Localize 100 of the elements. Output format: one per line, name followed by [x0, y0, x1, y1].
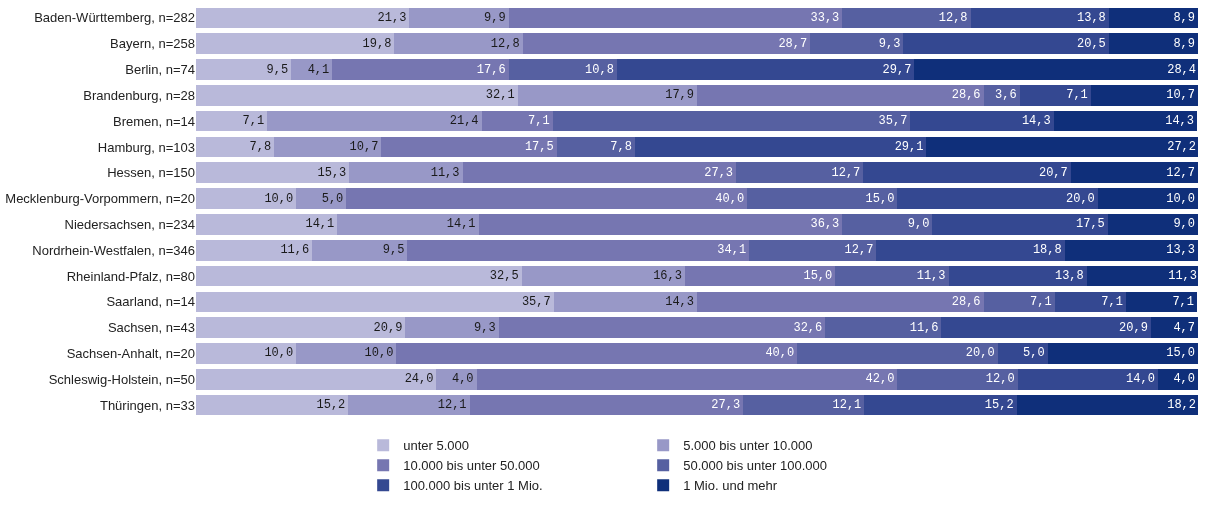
- data-label: 19,8: [362, 36, 392, 51]
- legend-label: 10.000 bis unter 50.000: [403, 458, 540, 474]
- bar: [296, 188, 347, 209]
- data-label: 7,1: [1172, 294, 1194, 309]
- data-label: 7,1: [1066, 88, 1088, 103]
- data-label: 20,7: [1038, 165, 1068, 180]
- data-label: 12,8: [490, 36, 520, 51]
- bar: [1017, 368, 1158, 390]
- y-tick-label: Schleswig-Holstein, n=50: [48, 371, 195, 387]
- bar: [1097, 188, 1198, 209]
- data-label: 20,9: [373, 320, 403, 335]
- data-label: 28,7: [778, 36, 808, 51]
- data-label: 32,1: [485, 88, 515, 103]
- data-label: 20,0: [1065, 191, 1095, 206]
- y-tick-label: Thüringen, n=33: [99, 397, 195, 413]
- bar: [863, 162, 1071, 184]
- bar: [1108, 33, 1198, 55]
- y-tick-label: Baden-Württemberg, n=282: [34, 10, 195, 26]
- bar: [1019, 85, 1091, 106]
- data-label: 10,7: [349, 139, 379, 154]
- bar: [749, 239, 877, 261]
- bar: [508, 7, 843, 29]
- bar: [864, 394, 1017, 416]
- data-label: 8,9: [1173, 36, 1195, 51]
- bar: [970, 7, 1109, 29]
- bar: [196, 33, 395, 55]
- data-label: 28,4: [1167, 62, 1196, 77]
- bar: [1108, 7, 1198, 29]
- bar: [196, 317, 406, 338]
- bar: [407, 239, 750, 261]
- data-label: 20,5: [1077, 36, 1106, 51]
- data-label: 4,1: [307, 62, 330, 77]
- bar: [1070, 162, 1198, 184]
- bar: [196, 59, 292, 80]
- data-label: 3,6: [995, 88, 1017, 103]
- bar: [842, 214, 933, 235]
- data-label: 35,7: [521, 294, 551, 309]
- data-label: 18,2: [1167, 398, 1196, 413]
- bar: [910, 110, 1054, 132]
- bar: [462, 162, 737, 184]
- bar: [697, 85, 984, 106]
- data-label: 7,8: [610, 139, 632, 154]
- bar: [810, 33, 904, 55]
- data-label: 24,0: [404, 372, 434, 387]
- data-label: 9,9: [484, 10, 506, 25]
- data-label: 11,3: [430, 165, 460, 180]
- data-label: 28,6: [951, 294, 981, 309]
- data-label: 14,0: [1126, 372, 1155, 387]
- data-label: 34,1: [717, 243, 747, 258]
- legend-label: 1 Mio. und mehr: [683, 478, 778, 494]
- bar: [469, 394, 744, 416]
- data-label: 12,1: [437, 398, 467, 413]
- bar: [517, 85, 697, 106]
- data-label: 9,5: [266, 62, 289, 77]
- data-label: 15,0: [1166, 346, 1195, 361]
- bar: [337, 214, 479, 235]
- bar: [1053, 110, 1197, 132]
- data-label: 14,1: [305, 217, 335, 232]
- data-label: 32,5: [489, 269, 519, 284]
- bar: [508, 59, 617, 80]
- data-label: 7,8: [249, 139, 272, 154]
- data-label: 28,6: [951, 88, 981, 103]
- bar: [1064, 239, 1198, 261]
- data-label: 4,0: [1173, 372, 1195, 387]
- bar: [409, 7, 509, 29]
- data-label: 5,0: [1023, 346, 1045, 361]
- data-label: 16,3: [653, 269, 682, 284]
- bar: [747, 188, 898, 209]
- data-label: 40,0: [715, 191, 745, 206]
- data-label: 27,3: [711, 398, 741, 413]
- bar: [903, 33, 1109, 55]
- bar: [1157, 368, 1198, 390]
- bar: [476, 368, 898, 390]
- bar: [381, 136, 557, 158]
- bar: [481, 110, 553, 132]
- bar: [196, 343, 297, 364]
- data-label: 7,1: [242, 114, 265, 129]
- bar: [436, 368, 477, 390]
- data-label: 13,8: [1054, 269, 1084, 284]
- y-tick-label: Rheinland-Pfalz, n=80: [66, 268, 195, 284]
- bar: [556, 136, 635, 158]
- bar: [842, 7, 971, 29]
- data-label: 32,6: [793, 320, 823, 335]
- data-label: 10,8: [585, 62, 614, 77]
- y-tick-label: Bayern, n=258: [110, 36, 195, 52]
- data-label: 14,3: [1165, 114, 1194, 129]
- bar: [267, 110, 482, 132]
- bar: [196, 214, 338, 235]
- bar: [522, 33, 811, 55]
- bar: [498, 317, 826, 338]
- data-label: 15,2: [984, 398, 1014, 413]
- legend-label: 100.000 bis unter 1 Mio.: [403, 478, 543, 494]
- data-label: 4,7: [1173, 320, 1195, 335]
- data-label: 12,7: [831, 165, 861, 180]
- data-label: 17,6: [476, 62, 506, 77]
- bar: [312, 239, 408, 261]
- data-label: 12,8: [938, 10, 968, 25]
- data-label: 42,0: [865, 372, 895, 387]
- bar: [926, 136, 1198, 158]
- bar: [736, 162, 864, 184]
